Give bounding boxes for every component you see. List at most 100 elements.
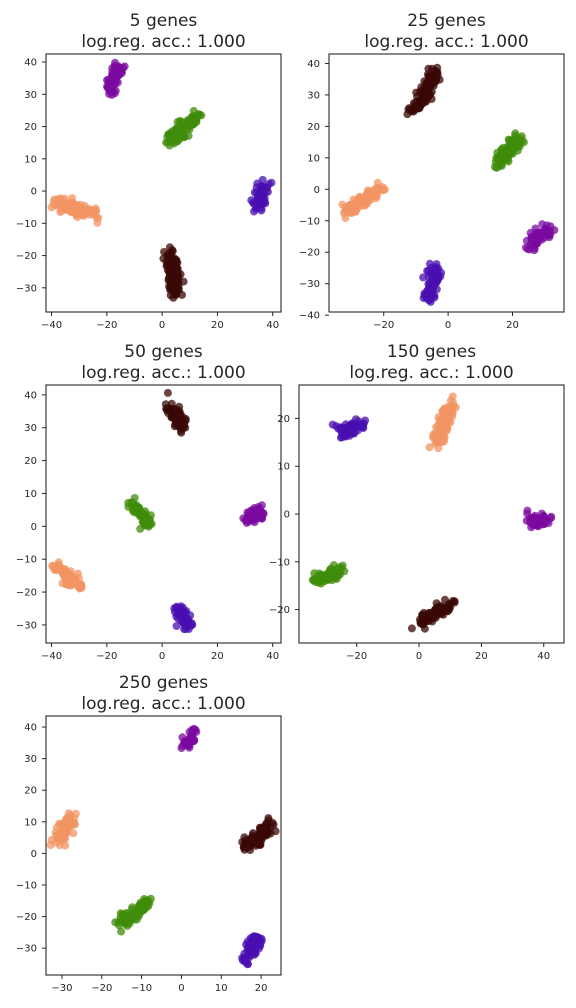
data-point-cluster-1 xyxy=(359,419,368,428)
data-point-cluster-4 xyxy=(310,569,319,578)
y-tick-label: 40 xyxy=(307,59,320,70)
x-tick-label: −20 xyxy=(96,320,117,331)
panel-subtitle: log.reg. acc.: 1.000 xyxy=(349,363,513,383)
data-point-cluster-3 xyxy=(531,517,540,526)
data-point-cluster-3 xyxy=(380,185,389,194)
panel-title: 150 genes xyxy=(387,342,476,362)
panel-title: 250 genes xyxy=(119,673,208,693)
y-tick-label: 0 xyxy=(284,510,290,521)
data-point-cluster-3 xyxy=(247,506,256,515)
data-point-cluster-4 xyxy=(334,565,343,574)
data-point-cluster-1 xyxy=(424,64,433,73)
data-point-cluster-5 xyxy=(179,618,188,627)
plot-frame xyxy=(45,715,282,976)
data-point-cluster-4 xyxy=(145,899,154,907)
y-tick-label: 20 xyxy=(307,122,320,133)
y-tick-label: 30 xyxy=(24,90,37,101)
x-tick-label: 40 xyxy=(266,651,279,662)
data-point-cluster-2 xyxy=(492,163,501,172)
data-point-cluster-5 xyxy=(164,250,173,259)
data-point-cluster-3 xyxy=(263,183,272,192)
data-point-cluster-2 xyxy=(169,137,178,146)
y-tick-label: −30 xyxy=(16,283,37,294)
data-point-cluster-2 xyxy=(69,829,78,838)
x-tick-label: 20 xyxy=(211,651,224,662)
y-tick-label: 30 xyxy=(307,90,320,101)
y-tick-label: 10 xyxy=(24,817,37,828)
data-point-cluster-2 xyxy=(519,138,528,147)
data-point-cluster-2 xyxy=(184,122,193,131)
y-tick-label: −30 xyxy=(16,944,37,955)
x-tick-label: 20 xyxy=(211,320,224,331)
data-point-cluster-2 xyxy=(163,132,172,141)
x-tick-label: 0 xyxy=(159,651,165,662)
data-point-cluster-4 xyxy=(71,579,80,587)
y-tick-label: 40 xyxy=(24,390,37,401)
data-point-cluster-5 xyxy=(444,602,453,611)
data-point-cluster-2 xyxy=(195,110,204,119)
y-tick-label: 30 xyxy=(24,423,37,434)
panel-subtitle: log.reg. acc.: 1.000 xyxy=(364,32,528,52)
data-point-cluster-1 xyxy=(106,83,114,92)
y-tick-label: 0 xyxy=(314,185,320,196)
data-point-cluster-5 xyxy=(170,604,179,613)
data-point-cluster-5 xyxy=(171,278,180,287)
data-point-cluster-1 xyxy=(177,423,186,432)
data-point-cluster-2 xyxy=(503,144,512,153)
data-point-cluster-5 xyxy=(248,934,257,942)
data-point-cluster-2 xyxy=(176,126,185,134)
data-point-cluster-5 xyxy=(450,598,459,607)
y-tick-label: 10 xyxy=(307,153,320,164)
data-point-cluster-5 xyxy=(174,272,183,281)
plot-frame xyxy=(45,53,282,313)
data-point-cluster-2 xyxy=(498,152,507,161)
data-point-cluster-5 xyxy=(407,624,416,633)
data-point-cluster-4 xyxy=(94,213,103,222)
data-point-cluster-1 xyxy=(328,420,337,429)
data-point-cluster-3 xyxy=(253,202,262,210)
data-point-cluster-3 xyxy=(345,200,354,209)
data-point-cluster-4 xyxy=(317,579,326,588)
data-point-cluster-4 xyxy=(59,196,68,205)
x-tick-label: −40 xyxy=(41,320,62,331)
data-point-cluster-3 xyxy=(354,195,363,204)
plot-frame xyxy=(328,53,565,313)
data-point-cluster-4 xyxy=(546,230,555,239)
y-tick-label: −10 xyxy=(269,557,290,568)
data-point-cluster-5 xyxy=(437,610,446,618)
panel-subtitle: log.reg. acc.: 1.000 xyxy=(81,32,245,52)
y-tick-label: −10 xyxy=(299,216,320,227)
data-point-cluster-1 xyxy=(424,72,433,81)
panel-title: 50 genes xyxy=(124,342,203,362)
x-tick-label: −40 xyxy=(41,651,62,662)
data-point-cluster-4 xyxy=(66,201,75,209)
data-point-cluster-3 xyxy=(538,517,547,526)
data-point-cluster-4 xyxy=(86,207,95,215)
x-tick-label: 20 xyxy=(475,651,488,662)
data-point-cluster-4 xyxy=(77,206,86,215)
data-point-cluster-2 xyxy=(66,822,75,830)
scatter-points xyxy=(46,724,280,969)
data-point-cluster-5 xyxy=(426,297,435,306)
data-point-cluster-2 xyxy=(139,517,148,526)
x-tick-label: −10 xyxy=(131,983,152,994)
data-point-cluster-1 xyxy=(192,727,201,736)
y-tick-label: 20 xyxy=(24,456,37,467)
x-tick-label: 0 xyxy=(178,983,184,994)
data-point-cluster-3 xyxy=(247,834,256,843)
x-tick-label: −30 xyxy=(51,983,72,994)
x-tick-label: 0 xyxy=(416,651,422,662)
data-point-cluster-2 xyxy=(425,443,434,452)
data-point-cluster-2 xyxy=(176,117,184,125)
y-tick-label: 20 xyxy=(24,122,37,133)
data-point-cluster-1 xyxy=(113,68,122,76)
y-tick-label: −10 xyxy=(16,219,37,230)
data-point-cluster-3 xyxy=(362,191,371,200)
data-point-cluster-2 xyxy=(64,809,73,818)
data-point-cluster-1 xyxy=(120,62,129,71)
data-point-cluster-4 xyxy=(117,927,126,936)
data-point-cluster-5 xyxy=(432,599,441,608)
data-point-cluster-3 xyxy=(373,183,382,192)
